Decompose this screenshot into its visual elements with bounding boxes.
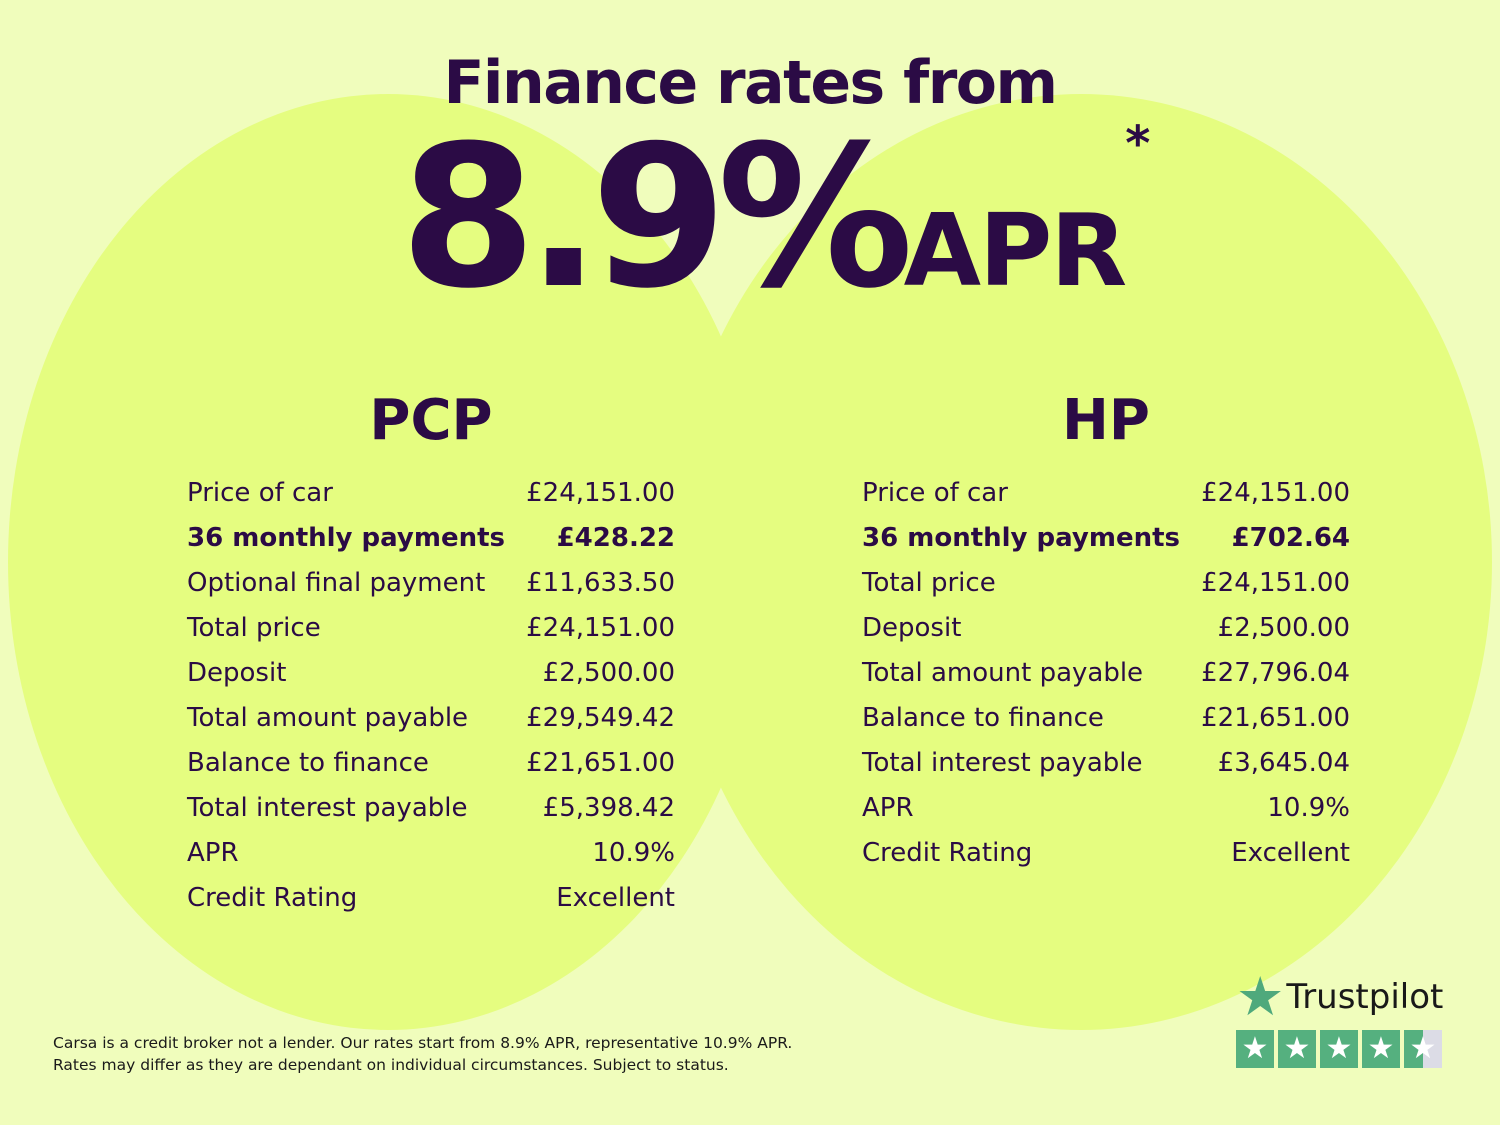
row-value: £24,151.00 [1201, 568, 1350, 598]
row-value: £2,500.00 [542, 658, 675, 688]
row-value: £11,633.50 [526, 568, 675, 598]
trustpilot-logo: ★ Trustpilot [1236, 965, 1444, 1028]
table-row: Balance to finance £21,651.00 [862, 696, 1350, 741]
table-row: Deposit £2,500.00 [187, 651, 675, 696]
row-value: £21,651.00 [1201, 703, 1350, 733]
row-label: Credit Rating [187, 883, 358, 913]
hp-table: HP Price of car £24,151.00 36 monthly paym… [862, 385, 1350, 876]
table-row: APR 10.9% [862, 786, 1350, 831]
hp-title: HP [1062, 388, 1150, 453]
table-row: Total price £24,151.00 [187, 606, 675, 651]
row-label: Balance to finance [187, 748, 429, 778]
star-icon: ★ [1362, 1030, 1400, 1068]
headline: Finance rates from [443, 48, 1058, 118]
table-row: Total amount payable £27,796.04 [862, 651, 1350, 696]
row-label: 36 monthly payments [862, 523, 1180, 553]
row-label: APR [862, 793, 914, 823]
star-icon: ★ [1236, 1030, 1274, 1068]
half-star-icon: ★ [1404, 1030, 1442, 1068]
trustpilot-name: Trustpilot [1286, 977, 1444, 1017]
table-row: 36 monthly payments £702.64 [862, 516, 1350, 561]
table-row: Total amount payable £29,549.42 [187, 696, 675, 741]
table-row: 36 monthly payments £428.22 [187, 516, 675, 561]
star-icon: ★ [1278, 1030, 1316, 1068]
pcp-table: PCP Price of car £24,151.00 36 monthly pay… [187, 385, 675, 921]
row-value: £24,151.00 [1201, 478, 1350, 508]
background-circle-left [8, 94, 768, 1030]
row-value: £29,549.42 [526, 703, 675, 733]
disclaimer-line: Rates may differ as they are dependant o… [53, 1056, 729, 1074]
table-row: Credit Rating Excellent [187, 876, 675, 921]
rate-asterisk: * [1125, 116, 1151, 172]
row-label: 36 monthly payments [187, 523, 505, 553]
row-value: Excellent [1231, 838, 1350, 868]
row-value: £2,500.00 [1217, 613, 1350, 643]
table-row: Total interest payable £3,645.04 [862, 741, 1350, 786]
row-label: Total amount payable [187, 703, 469, 733]
row-label: Price of car [187, 478, 333, 508]
row-value: £21,651.00 [526, 748, 675, 778]
row-label: APR [187, 838, 239, 868]
table-row: Credit Rating Excellent [862, 831, 1350, 876]
table-row: Price of car £24,151.00 [187, 471, 675, 516]
row-value: £24,151.00 [526, 613, 675, 643]
rate-value: 8.9% [400, 104, 914, 332]
table-row: Balance to finance £21,651.00 [187, 741, 675, 786]
row-label: Credit Rating [862, 838, 1033, 868]
headline-rate: 8.9%APR* [400, 116, 1150, 316]
row-label: Deposit [187, 658, 287, 688]
star-icon: ★ [1320, 1030, 1358, 1068]
row-value: 10.9% [592, 838, 675, 868]
table-row: Total price £24,151.00 [862, 561, 1350, 606]
disclaimer: Carsa is a credit broker not a lender. O… [53, 1032, 792, 1076]
table-row: APR 10.9% [187, 831, 675, 876]
rate-suffix: APR [903, 192, 1128, 309]
background-circle-right [670, 94, 1492, 1030]
table-row: Price of car £24,151.00 [862, 471, 1350, 516]
disclaimer-line: Carsa is a credit broker not a lender. O… [53, 1034, 793, 1052]
trustpilot-badge[interactable]: ★ Trustpilot ★ ★ ★ ★ ★ [1236, 965, 1444, 1068]
row-value: £5,398.42 [542, 793, 675, 823]
star-icon: ★ [1236, 965, 1285, 1028]
row-label: Total amount payable [862, 658, 1144, 688]
row-value: £24,151.00 [526, 478, 675, 508]
table-row: Total interest payable £5,398.42 [187, 786, 675, 831]
pcp-title: PCP [369, 388, 493, 453]
table-row: Optional final payment £11,633.50 [187, 561, 675, 606]
row-value: £3,645.04 [1217, 748, 1350, 778]
row-label: Price of car [862, 478, 1008, 508]
row-value: £27,796.04 [1201, 658, 1350, 688]
row-label: Deposit [862, 613, 962, 643]
row-label: Total price [862, 568, 996, 598]
row-label: Optional final payment [187, 568, 486, 598]
trustpilot-rating: ★ ★ ★ ★ ★ [1236, 1030, 1443, 1068]
row-label: Total price [187, 613, 321, 643]
row-value: £428.22 [556, 523, 675, 553]
row-value: Excellent [556, 883, 675, 913]
row-label: Balance to finance [862, 703, 1104, 733]
row-value: 10.9% [1267, 793, 1350, 823]
table-row: Deposit £2,500.00 [862, 606, 1350, 651]
row-label: Total interest payable [862, 748, 1143, 778]
row-value: £702.64 [1231, 523, 1350, 553]
row-label: Total interest payable [187, 793, 468, 823]
